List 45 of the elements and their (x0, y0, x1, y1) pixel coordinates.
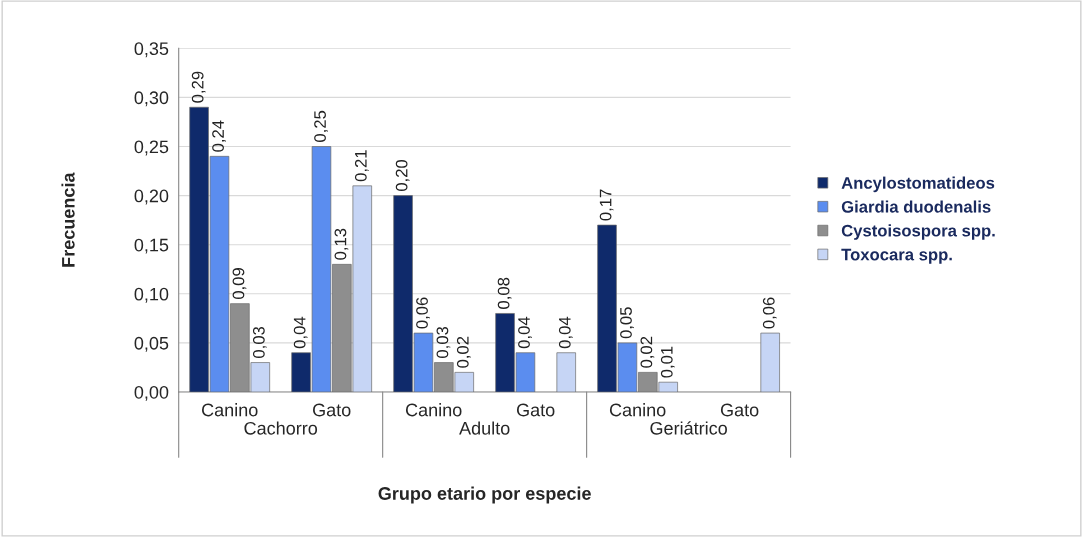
data-label: 0,29 (191, 71, 206, 103)
legend-label: Giardia duodenalis (841, 200, 991, 213)
x-tick-label: Gato (720, 403, 759, 417)
y-tick-label: 0,25 (134, 140, 169, 156)
y-tick-label: 0,10 (134, 287, 169, 303)
data-label: 0,09 (232, 268, 247, 300)
y-tick-label: 0,15 (134, 238, 169, 254)
y-tick-label: 0,30 (134, 91, 169, 107)
data-label: 0,13 (334, 228, 349, 260)
x-tick-label: Canino (202, 403, 258, 417)
x-tick-label: Gato (516, 403, 555, 417)
bar (556, 352, 576, 393)
x-tick-label: Canino (609, 403, 666, 417)
y-axis-title: Frecuencia (61, 172, 75, 267)
data-label: 0,04 (518, 316, 532, 349)
data-label: 0,04 (293, 316, 308, 349)
data-label: 0,20 (395, 159, 410, 192)
data-label: 0,25 (314, 110, 328, 142)
legend-label: Toxocara spp. (841, 248, 952, 264)
data-label: 0,03 (436, 326, 451, 358)
data-label: 0,03 (252, 326, 267, 358)
data-label: 0,05 (620, 307, 634, 339)
data-label: 0,04 (558, 316, 573, 349)
data-label: 0,08 (497, 277, 512, 309)
bar (760, 332, 780, 393)
text: Geriátrico (650, 421, 727, 435)
data-label: 0,17 (599, 189, 614, 221)
y-tick-label: 0,05 (134, 336, 169, 352)
y-tick-label: 0,20 (134, 189, 169, 205)
data-label: 0,21 (354, 150, 369, 182)
y-tick-label: 0,00 (134, 385, 169, 401)
data-label: 0,02 (456, 336, 471, 368)
text: Adulto (459, 421, 510, 435)
x-tick-label: Gato (313, 403, 351, 417)
data-label: 0,24 (212, 120, 226, 152)
y-tick-label: 0,35 (134, 42, 169, 58)
data-label: 0,01 (660, 346, 675, 378)
data-label: 0,06 (416, 297, 430, 329)
x-tick-label: Canino (405, 403, 462, 417)
legend-label: Cystoisospora spp. (841, 224, 995, 240)
data-label: 0,06 (762, 297, 777, 329)
legend-label: Ancylostomatideos (841, 176, 995, 193)
x-axis-title: Grupo etario por especie (378, 486, 591, 504)
data-label: 0,02 (640, 336, 655, 368)
text: Cachorro (244, 421, 318, 435)
